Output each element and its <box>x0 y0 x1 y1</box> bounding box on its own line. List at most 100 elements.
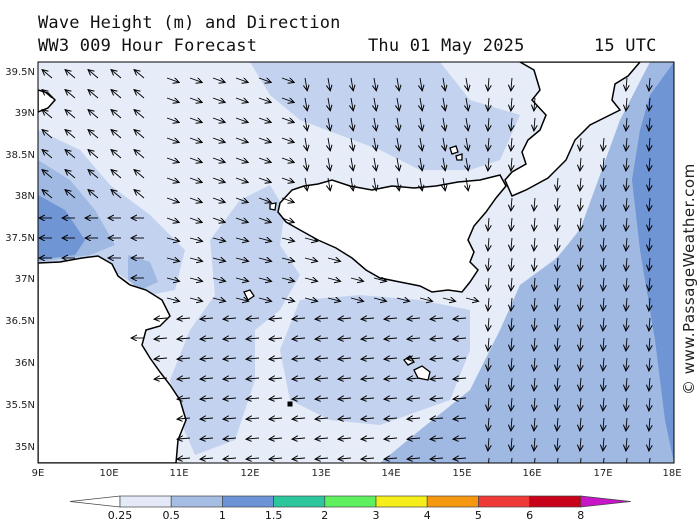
wave-arrow <box>177 458 191 459</box>
wave-arrow <box>328 157 330 171</box>
wave-arrow <box>177 318 191 319</box>
lon-label: 13E <box>311 468 330 479</box>
wave-arrow <box>258 178 271 182</box>
wave-arrow <box>580 397 581 411</box>
latitude-axis: 39.5N 39N 38.5N 38N 37.5N 37N 36.5N 36N … <box>5 67 35 453</box>
wave-arrow <box>626 397 627 411</box>
wave-arrow <box>488 137 489 151</box>
lon-label: 16E <box>522 468 541 479</box>
wave-arrow <box>177 398 191 399</box>
wave-arrow <box>258 278 272 281</box>
wave-arrow <box>338 358 352 359</box>
wave-arrow <box>292 398 306 399</box>
wave-arrow <box>511 117 512 131</box>
wave-arrow <box>235 138 248 142</box>
wave-arrow <box>134 110 145 119</box>
wave-arrow <box>281 258 295 261</box>
wave-arrow <box>235 178 248 182</box>
wave-arrow <box>603 357 604 371</box>
wave-arrow <box>534 117 535 131</box>
wave-arrow <box>166 178 179 182</box>
wave-arrow <box>350 298 364 301</box>
wave-arrow <box>111 70 122 79</box>
wave-arrow <box>328 97 330 111</box>
wave-arrow <box>407 418 421 419</box>
wave-arrow <box>361 438 375 439</box>
wave-arrow <box>305 157 307 171</box>
lat-label: 35.5N <box>5 400 35 411</box>
wave-arrow <box>407 438 421 439</box>
wave-arrow <box>580 157 581 171</box>
wave-arrow <box>154 378 168 379</box>
wave-arrow <box>488 397 489 411</box>
wave-arrow <box>223 458 237 459</box>
wave-arrow <box>557 457 559 463</box>
wave-arrow <box>189 258 203 261</box>
wave-arrow <box>465 298 479 301</box>
wave-arrow <box>603 337 604 351</box>
wave-arrow <box>235 278 249 281</box>
wave-arrow <box>603 377 604 391</box>
wave-arrow <box>649 177 650 191</box>
wave-arrow <box>88 170 99 179</box>
lampedusa-island <box>287 401 293 407</box>
wave-arrow <box>580 137 581 151</box>
wave-arrow <box>430 438 444 439</box>
wave-arrow <box>246 318 260 319</box>
wave-arrow <box>374 177 376 191</box>
wave-arrow <box>466 157 468 171</box>
wave-arrow <box>111 170 122 179</box>
wave-arrow <box>351 117 353 131</box>
wave-arrow <box>534 317 535 331</box>
wave-arrow <box>166 78 179 82</box>
lat-label: 38N <box>15 191 35 202</box>
wave-arrow <box>88 110 99 119</box>
wave-arrow <box>557 437 558 451</box>
wave-arrow <box>373 298 387 301</box>
wave-arrow <box>88 150 99 159</box>
wave-arrow <box>626 437 627 451</box>
wave-arrow <box>65 190 76 199</box>
sea-band-1-east <box>380 62 674 463</box>
wave-arrow <box>361 358 375 359</box>
wave-arrow <box>580 457 582 463</box>
wave-arrow <box>443 117 445 131</box>
wave-arrow <box>111 130 122 139</box>
wave-arrow <box>189 78 202 82</box>
wave-arrow <box>384 438 398 439</box>
wave-arrow <box>407 318 421 319</box>
wave-arrow <box>212 238 226 241</box>
wave-arrow <box>212 78 225 82</box>
wave-arrow <box>626 237 627 251</box>
wave-arrow <box>453 358 467 359</box>
wave-arrow <box>453 438 467 439</box>
wave-arrow <box>189 118 202 122</box>
wave-arrow <box>488 277 489 291</box>
wave-arrow <box>281 298 295 301</box>
lon-label: 10E <box>99 468 118 479</box>
wave-arrow <box>397 137 399 151</box>
wave-arrow <box>626 97 627 111</box>
wave-arrow <box>534 437 535 451</box>
wave-arrow <box>466 97 468 111</box>
wave-arrow <box>212 218 225 222</box>
wave-arrow <box>246 378 260 379</box>
sea-band-0-5-center <box>170 185 300 455</box>
wave-arrow <box>361 418 375 419</box>
wave-arrow <box>305 117 307 131</box>
wave-arrow <box>443 157 445 171</box>
wave-arrow <box>258 138 271 142</box>
wave-arrow <box>511 377 512 391</box>
legend-swatch <box>426 495 479 508</box>
wave-arrow <box>384 458 398 459</box>
wave-arrow <box>200 338 214 339</box>
wave-arrow <box>281 158 294 162</box>
legend-label: 5 <box>475 509 482 522</box>
wave-arrow <box>420 97 422 111</box>
wave-arrow <box>453 458 467 459</box>
wave-arrow <box>649 117 650 131</box>
wave-arrow <box>534 337 535 351</box>
wave-arrow <box>603 417 604 431</box>
wave-arrow <box>200 318 214 319</box>
wave-arrow <box>649 317 650 331</box>
